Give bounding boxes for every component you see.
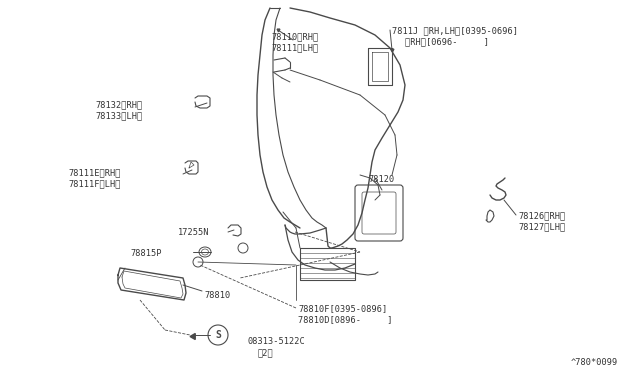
Text: （2）: （2）	[258, 348, 274, 357]
Text: 78120: 78120	[368, 175, 394, 184]
Text: 17255N: 17255N	[178, 228, 209, 237]
Text: 78810D[0896-     ]: 78810D[0896- ]	[298, 315, 392, 324]
Text: 08313-5122C: 08313-5122C	[248, 337, 306, 346]
Text: 78127〈LH〉: 78127〈LH〉	[518, 222, 565, 231]
Text: 78810F[0395-0896]: 78810F[0395-0896]	[298, 304, 387, 313]
Text: 78110〈RH〉: 78110〈RH〉	[271, 32, 319, 41]
Text: 78111E〈RH〉: 78111E〈RH〉	[68, 168, 120, 177]
Text: 78132〈RH〉: 78132〈RH〉	[95, 100, 142, 109]
Text: 78126〈RH〉: 78126〈RH〉	[518, 211, 565, 220]
Text: 7811J 〈RH,LH〉[0395-0696]: 7811J 〈RH,LH〉[0395-0696]	[392, 26, 518, 35]
Text: 78815P: 78815P	[130, 249, 161, 258]
Text: 78111F〈LH〉: 78111F〈LH〉	[68, 179, 120, 188]
Text: ^780*0099: ^780*0099	[571, 358, 618, 367]
Text: 78111〈LH〉: 78111〈LH〉	[271, 43, 319, 52]
Text: 78810: 78810	[204, 291, 230, 300]
Text: 78133〈LH〉: 78133〈LH〉	[95, 111, 142, 120]
Text: S: S	[215, 330, 221, 340]
Text: 〈RH〉[0696-     ]: 〈RH〉[0696- ]	[405, 37, 489, 46]
